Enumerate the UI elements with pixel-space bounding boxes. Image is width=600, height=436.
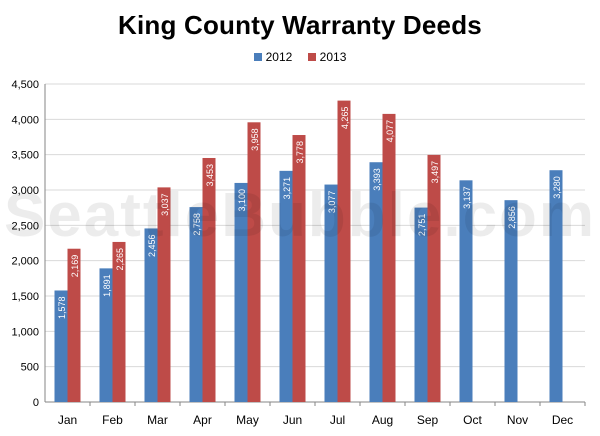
x-tick-label: Jan	[58, 413, 77, 427]
legend-swatch-2012	[253, 53, 262, 61]
data-label-2013: 3,778	[295, 141, 305, 164]
bar-2013	[67, 248, 81, 402]
legend-item-2012: 2012	[253, 50, 293, 64]
legend: 2012 2013	[0, 50, 600, 64]
y-tick-label: 4,000	[11, 114, 39, 126]
data-label-2013: 4,077	[385, 120, 395, 143]
x-tick-label: Dec	[552, 413, 573, 427]
y-tick-label: 1,500	[11, 291, 39, 303]
x-tick-label: Mar	[147, 413, 168, 427]
bar-2012	[189, 207, 203, 402]
y-tick-label: 2,500	[11, 220, 39, 232]
bar-2012	[459, 180, 473, 402]
bar-2012	[54, 290, 68, 402]
legend-label-2013: 2013	[319, 50, 347, 64]
bar-2012	[279, 170, 293, 402]
bar-2012	[234, 182, 248, 402]
data-label-2012: 3,077	[327, 191, 337, 214]
x-tick-label: Sep	[417, 413, 439, 427]
x-tick-label: Jul	[330, 413, 345, 427]
bar-2013	[157, 187, 171, 402]
x-tick-label: Feb	[102, 413, 123, 427]
y-tick-label: 500	[21, 362, 39, 374]
data-label-2012: 2,758	[192, 213, 202, 236]
legend-label-2012: 2012	[265, 50, 293, 64]
data-label-2012: 2,456	[147, 234, 157, 257]
data-label-2013: 3,453	[205, 164, 215, 187]
bar-2012	[549, 170, 563, 402]
legend-item-2013: 2013	[307, 50, 347, 64]
x-tick-label: Nov	[507, 413, 528, 427]
y-tick-label: 1,000	[11, 326, 39, 338]
data-label-2013: 3,037	[160, 193, 170, 216]
data-label-2013: 2,265	[115, 248, 125, 271]
bar-2013	[427, 154, 441, 402]
data-label-2012: 3,280	[552, 176, 562, 199]
x-tick-label: Apr	[193, 413, 212, 427]
bar-2013	[202, 157, 216, 402]
data-label-2012: 2,751	[417, 214, 427, 237]
bar-2013	[247, 122, 261, 402]
data-label-2012: 3,100	[237, 189, 247, 212]
y-tick-label: 3,000	[11, 185, 39, 197]
legend-swatch-2013	[307, 53, 316, 61]
data-label-2013: 3,958	[250, 128, 260, 151]
data-label-2012: 1,891	[102, 274, 112, 297]
data-label-2013: 3,497	[430, 161, 440, 184]
data-label-2013: 2,169	[70, 255, 80, 278]
bar-2012	[99, 268, 113, 402]
bar-2012	[369, 162, 383, 402]
x-tick-label: May	[236, 413, 259, 427]
chart-title: King County Warranty Deeds	[118, 10, 482, 40]
bar-2012	[414, 207, 428, 402]
data-label-2012: 3,393	[372, 168, 382, 191]
bar-2012	[144, 228, 158, 402]
bar-2012	[324, 184, 338, 402]
bar-2013	[382, 113, 396, 402]
bar-2012	[504, 200, 518, 402]
data-label-2012: 2,856	[507, 206, 517, 229]
y-tick-label: 4,500	[11, 79, 39, 91]
bar-2013	[337, 100, 351, 403]
bar-2013	[292, 135, 306, 402]
y-tick-label: 3,500	[11, 150, 39, 162]
y-tick-label: 2,000	[11, 256, 39, 268]
data-label-2013: 4,265	[340, 107, 350, 130]
data-label-2012: 3,271	[282, 177, 292, 200]
bar-2013	[112, 241, 126, 402]
x-tick-label: Aug	[372, 413, 393, 427]
data-label-2012: 3,137	[462, 186, 472, 209]
data-label-2012: 1,578	[57, 296, 67, 319]
y-tick-label: 0	[33, 397, 39, 409]
x-tick-label: Jun	[283, 413, 302, 427]
x-tick-label: Oct	[463, 413, 482, 427]
